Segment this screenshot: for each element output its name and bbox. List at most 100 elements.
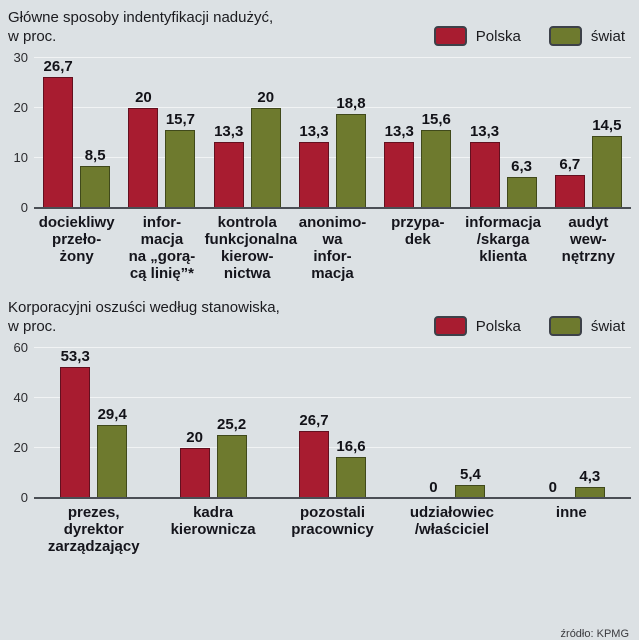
value-label: 13,3 xyxy=(469,122,500,140)
bar-swiat xyxy=(421,130,452,208)
bar-polska xyxy=(469,141,500,208)
category-label: inne xyxy=(555,504,587,521)
bar-polska xyxy=(60,367,91,498)
gridline xyxy=(34,57,631,58)
gridline xyxy=(34,107,631,108)
x-axis-line xyxy=(34,497,631,499)
category-label: pozostali pracownicy xyxy=(291,504,374,538)
bar-swiat xyxy=(80,165,111,208)
bar-group: 20 25,2 xyxy=(153,348,272,498)
bar-column-swiat: 5,4 xyxy=(455,348,486,498)
value-label: 16,6 xyxy=(336,437,366,455)
legend-label-swiat: świat xyxy=(590,27,625,45)
legend: Polska świat xyxy=(433,316,631,336)
gridline xyxy=(34,157,631,158)
value-label: 6,7 xyxy=(559,155,581,173)
source-credit: źródło: KPMG xyxy=(560,628,629,640)
category-labels: prezes, dyrektor zarządzający kadra kiero… xyxy=(34,504,631,555)
polska-color-swatch xyxy=(433,26,467,46)
value-label: 15,7 xyxy=(165,110,196,128)
bar-groups: 26,7 8,5 20 15,7 13,3 20 13,3 18,8 13,3 15,6 13,3 6… xyxy=(34,58,631,208)
bar-group: 13,3 18,8 xyxy=(290,58,375,208)
category-label: kadra kierownicza xyxy=(170,504,256,538)
bar-group: 26,7 8,5 xyxy=(34,58,119,208)
bar-column-polska: 13,3 xyxy=(298,58,329,208)
swiat-color-swatch xyxy=(548,26,582,46)
bar-column-swiat: 4,3 xyxy=(574,348,605,498)
bar-group: 13,3 15,6 xyxy=(375,58,460,208)
legend-label-polska: Polska xyxy=(475,317,521,335)
category-label: audyt wew- nętrzny xyxy=(561,214,615,265)
bar-swiat xyxy=(250,108,281,208)
bar-group: 20 15,7 xyxy=(119,58,204,208)
bar-swiat xyxy=(591,135,622,208)
bar-group: 13,3 6,3 xyxy=(460,58,545,208)
bar-column-polska: 20 xyxy=(128,58,159,208)
category-label: udziałowiec /właściciel xyxy=(409,504,495,538)
value-label: 20 xyxy=(257,89,275,106)
value-label: 0 xyxy=(548,479,557,496)
value-label: 18,8 xyxy=(336,95,366,112)
bar-column-swiat: 6,3 xyxy=(506,58,537,208)
legend-item-swiat: świat xyxy=(548,316,625,336)
bar-column-swiat: 15,6 xyxy=(421,58,452,208)
bar-polska xyxy=(554,174,585,208)
value-label: 26,7 xyxy=(299,412,329,430)
bar-swiat xyxy=(455,484,486,498)
value-label: 5,4 xyxy=(459,465,481,483)
gridline xyxy=(34,347,631,348)
bar-polska xyxy=(299,431,330,498)
y-tick-label: 40 xyxy=(13,390,28,405)
bar-column-swiat: 25,2 xyxy=(216,348,247,498)
category-label: anonimo- wa infor- macja xyxy=(298,214,367,282)
y-tick-label: 20 xyxy=(13,100,28,115)
y-tick-label: 30 xyxy=(13,50,28,65)
bar-polska xyxy=(298,141,329,208)
bar-column-polska: 13,3 xyxy=(469,58,500,208)
legend-label-polska: Polska xyxy=(475,27,521,45)
legend: Polska świat xyxy=(433,26,631,46)
x-axis-line xyxy=(34,207,631,209)
fraudsters-by-position-chart: Korporacyjni oszuści według stanowiska, … xyxy=(8,298,631,555)
value-label: 14,5 xyxy=(592,116,622,134)
bar-swiat xyxy=(335,114,366,208)
gridline xyxy=(34,397,631,398)
legend-item-polska: Polska xyxy=(433,316,521,336)
bar-polska xyxy=(179,448,210,498)
bar-column-swiat: 14,5 xyxy=(591,58,622,208)
category-label: infor- macja na „gorą- cą linię”* xyxy=(128,214,196,282)
bar-group: 53,3 29,4 xyxy=(34,348,153,498)
fraud-identification-chart: Główne sposoby indentyfikacji nadużyć, w… xyxy=(8,8,631,282)
value-label: 15,6 xyxy=(421,111,451,128)
bar-polska xyxy=(213,141,244,208)
chart-header: Główne sposoby indentyfikacji nadużyć, w… xyxy=(8,8,631,46)
bar-column-polska: 13,3 xyxy=(384,58,415,208)
y-tick-label: 0 xyxy=(20,200,28,215)
value-label: 20 xyxy=(135,89,152,106)
bar-group: 0 5,4 xyxy=(392,348,511,498)
value-label: 29,4 xyxy=(97,405,127,423)
bar-column-swiat: 8,5 xyxy=(80,58,111,208)
bar-swiat xyxy=(336,456,367,498)
polska-color-swatch xyxy=(433,316,467,336)
value-label: 0 xyxy=(429,479,438,496)
chart-header: Korporacyjni oszuści według stanowiska, … xyxy=(8,298,631,336)
bar-column-swiat: 29,4 xyxy=(97,348,128,498)
plot-area: 0 20 40 60 53,3 29,4 20 25,2 26,7 16,6 0 5,4 0 4,3 xyxy=(14,340,631,505)
swiat-color-swatch xyxy=(548,316,582,336)
bar-column-polska: 0 xyxy=(538,348,568,498)
value-label: 13,3 xyxy=(384,122,414,140)
chart-title: Główne sposoby indentyfikacji nadużyć, w… xyxy=(8,9,274,45)
bar-column-polska: 13,3 xyxy=(213,58,244,208)
bar-polska xyxy=(43,77,74,208)
bar-swiat xyxy=(574,487,605,498)
y-tick-label: 0 xyxy=(20,490,28,505)
value-label: 20 xyxy=(186,429,203,446)
bar-column-swiat: 18,8 xyxy=(335,58,366,208)
y-tick-label: 20 xyxy=(13,440,28,455)
value-label: 4,3 xyxy=(579,468,601,486)
value-label: 13,3 xyxy=(299,122,329,140)
chart-title: Korporacyjni oszuści według stanowiska, … xyxy=(8,299,280,335)
category-label: prezes, dyrektor zarządzający xyxy=(47,504,140,555)
